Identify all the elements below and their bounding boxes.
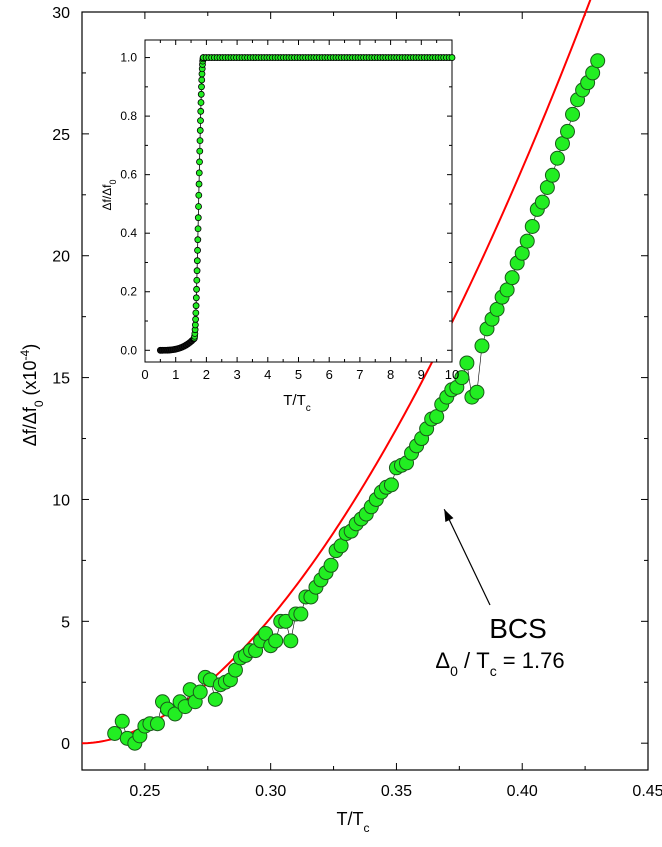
inset-data-point [193,285,200,293]
inset-data-point [194,214,202,222]
main-data-point [549,150,565,166]
inset-data-point [198,76,206,84]
inset-data-point [191,321,199,329]
main-x-tick-label: 0.35 [381,783,412,800]
main-x-tick-label: 0.30 [255,783,286,800]
inset-data-point [197,117,204,125]
inset-data-point [195,203,202,210]
main-data-point [534,194,550,210]
main-data-point [454,370,470,386]
inset-x-tick-label: 2 [203,367,210,382]
inset-y-axis-label: Δf/Δf0 [100,179,118,210]
main-data-point [283,633,299,649]
annotation-arrow [443,508,491,606]
main-data-point [524,218,540,234]
inset-x-tick-label: 4 [264,367,271,382]
inset-data-point [194,236,202,244]
inset-y-tick-label: 0.0 [120,343,137,357]
inset-data-point [196,137,204,145]
main-data-point [107,725,123,741]
annotation-gap-ratio: Δ0 / Tc = 1.76 [435,648,564,679]
inset-y-tick-label: 0.6 [120,168,137,182]
inset-data-points [156,54,456,354]
inset-data-point [192,315,199,323]
main-plot-frame [81,11,649,771]
inset-data-point [194,246,201,254]
inset-y-tick-label: 0.8 [120,109,137,123]
main-y-tick-label: 10 [52,492,70,509]
inset-x-tick-label: 10 [445,367,459,382]
main-y-tick-label: 0 [61,736,70,753]
main-data-point [565,106,581,122]
inset-x-tick-label: 3 [233,367,240,382]
main-x-tick-label: 0.25 [129,783,160,800]
inset-data-point [192,294,200,302]
inset-data-point [197,107,205,115]
inset-data-point [192,309,200,317]
main-x-tick-label: 0.45 [632,783,662,800]
main-x-axis-label: T/Tc [337,809,370,835]
main-data-point [278,613,294,629]
main-x-tick-label: 0.40 [507,783,538,800]
main-data-point [268,633,284,649]
main-data-point [192,684,208,700]
main-data-point [293,606,309,622]
inset-data-point [196,158,203,166]
main-data-point [459,355,475,371]
inset-data-point [195,169,203,177]
inset-x-tick-label: 6 [326,367,333,382]
inset-data-point [193,267,201,275]
annotation-arrow-shaft [443,508,491,606]
main-data-point [469,384,485,400]
main-y-tick-label: 20 [52,249,70,266]
main-data-point [560,123,576,139]
inset-x-tick-label: 8 [387,367,394,382]
inset-data-point [448,54,456,61]
inset-data-point [197,99,205,106]
inset-x-tick-label: 9 [418,367,425,382]
main-data-point [519,233,535,249]
main-data-point [474,338,490,354]
inset-data-point [193,276,201,284]
inset-data-point [195,180,203,188]
main-data-point [590,53,606,69]
main-data-point [114,713,130,729]
main-data-points [107,53,606,751]
inset-data-point [198,83,205,91]
inset-data-point [196,147,204,155]
main-data-point [383,477,399,493]
inset-axes: 0 1 2 3 4 5 6 7 8 9 10 0.0 0.2 0.4 0.6 0.8 1.0 [120,39,459,382]
inset-x-tick-label: 5 [295,367,302,382]
inset-data-point [197,90,205,98]
main-data-point [504,270,520,286]
inset-data-point [194,225,202,233]
annotation-title: BCS [489,613,547,644]
inset-y-tick-label: 1.0 [120,51,137,65]
inset-data-point [192,302,200,310]
inset-x-axis-label: T/Tc [283,392,311,414]
inset-data-point [196,127,204,134]
main-y-tick-label: 30 [52,5,70,22]
main-y-tick-label: 25 [52,127,70,144]
inset-x-tick-label: 1 [172,367,179,382]
inset-y-tick-label: 0.2 [120,285,137,299]
main-data-point [149,716,165,732]
inset-data-point [193,257,201,265]
main-y-tick-label: 5 [61,614,70,631]
main-data-point [323,557,339,573]
main-data-point [544,167,560,183]
inset-x-tick-label: 7 [356,367,363,382]
main-y-axis-label: Δf/Δf0 (x10-4) [18,344,46,446]
main-y-tick-label: 15 [52,371,70,388]
inset-data-point [195,191,203,199]
inset-chart: 0 1 2 3 4 5 6 7 8 9 10 0.0 0.2 0.4 0.6 0.8 1.0 T/Tc Δf/Δ… [100,39,459,414]
inset-background [145,40,452,362]
inset-x-tick-label: 0 [141,367,148,382]
inset-y-tick-label: 0.4 [120,226,137,240]
annotation-arrow-head [444,509,454,522]
main-data-point [207,691,223,707]
